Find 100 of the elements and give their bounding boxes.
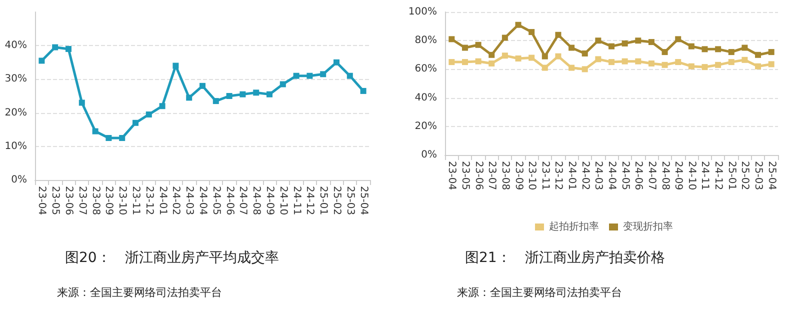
point (635, 38, 642, 44)
x-tick-label: 23-04 (36, 186, 48, 216)
point (622, 40, 628, 46)
point (702, 64, 708, 70)
point (542, 53, 548, 60)
point (675, 59, 682, 66)
x-tick-label: 23-12 (552, 161, 564, 190)
point (462, 44, 468, 51)
point (346, 72, 353, 79)
point (334, 59, 340, 66)
point (568, 44, 575, 51)
point (608, 43, 614, 50)
legend-label: 变现折扣率 (623, 220, 673, 232)
x-tick-label: 25-02 (739, 161, 750, 190)
x-tick-label: 24-12 (304, 186, 316, 216)
point (92, 128, 98, 134)
point (768, 61, 774, 68)
text: 图20： 浙江商业房产平均成交率 (65, 250, 279, 266)
x-tick-label: 23-06 (472, 161, 484, 190)
point (280, 81, 286, 88)
x-tick-label: 24-05 (619, 161, 630, 190)
point (528, 54, 535, 61)
point (715, 46, 722, 52)
point (648, 60, 654, 66)
point (78, 100, 85, 106)
point (675, 36, 682, 42)
point (555, 32, 562, 38)
point (515, 55, 522, 62)
y-tick-label: 20% (414, 120, 437, 132)
x-tick-label: 24-09 (264, 186, 275, 216)
y-tick-label: 20% (4, 107, 27, 118)
y-tick-label: 0% (11, 174, 27, 186)
point (462, 59, 468, 66)
point (66, 46, 72, 52)
x-tick-label: 24-12 (712, 161, 724, 190)
x-tick-label: 24-02 (579, 161, 590, 190)
y-tick-label: 80% (414, 35, 437, 46)
point (688, 43, 694, 50)
x-tick-label: 25-01 (726, 161, 737, 190)
y-tick-label: 60% (414, 64, 437, 75)
point (542, 64, 548, 71)
x-tick-label: 25-04 (358, 186, 369, 216)
x-tick-label: 23-04 (446, 161, 458, 190)
legend-label: 起拍折扣率 (549, 220, 599, 232)
x-tick-label: 23-08 (499, 161, 510, 190)
point (502, 52, 508, 59)
x-tick-label: 23-05 (50, 186, 61, 216)
point (360, 88, 366, 94)
x-tick-label: 25-01 (318, 186, 329, 216)
point (648, 39, 654, 46)
point (768, 49, 774, 56)
point (172, 62, 179, 69)
point (582, 50, 588, 56)
point (186, 94, 192, 101)
x-tick-label: 24-11 (290, 186, 302, 216)
point (448, 59, 455, 66)
point (728, 59, 734, 66)
x-tick-label: 24-04 (606, 161, 617, 190)
x-tick-label: 23-05 (459, 161, 470, 190)
point (146, 111, 152, 118)
x-tick-label: 24-01 (566, 161, 578, 190)
x-tick-label: 25-04 (766, 161, 777, 190)
x-tick-label: 24-06 (224, 186, 235, 216)
point (582, 66, 588, 72)
point (320, 71, 326, 78)
y-tick-label: 100% (408, 6, 437, 18)
x-tick-label: 24-02 (170, 186, 182, 216)
x-tick-label: 24-07 (237, 186, 248, 216)
x-tick-label: 24-09 (672, 161, 684, 190)
point (635, 58, 642, 64)
point (106, 135, 112, 141)
x-tick-label: 23-08 (90, 186, 101, 216)
x-tick-label: 24-10 (686, 161, 697, 190)
x-tick-label: 24-03 (184, 186, 195, 216)
point (240, 91, 246, 98)
point (755, 63, 762, 70)
x-tick-label: 24-04 (197, 186, 208, 216)
y-tick-label: 10% (4, 140, 27, 152)
point (528, 29, 535, 36)
point (132, 120, 138, 126)
x-tick-label: 23-06 (63, 186, 74, 216)
y-tick-label: 40% (414, 92, 437, 104)
text: 图21： 浙江商业房产拍卖价格 (465, 250, 665, 266)
source-note: 来源：全国主要网络司法拍卖平台 (457, 286, 622, 299)
point (488, 60, 495, 66)
point (502, 34, 508, 41)
point (595, 38, 602, 44)
point (608, 59, 614, 66)
point (52, 44, 58, 50)
point (568, 64, 575, 71)
x-tick-label: 24-08 (659, 161, 670, 190)
point (662, 62, 668, 68)
point (212, 98, 219, 104)
point (200, 82, 206, 89)
point (475, 58, 482, 64)
point (475, 42, 482, 48)
x-tick-label: 24-11 (699, 161, 710, 190)
x-tick-label: 23-12 (143, 186, 154, 216)
x-tick-label: 24-03 (592, 161, 604, 190)
point (755, 52, 762, 58)
